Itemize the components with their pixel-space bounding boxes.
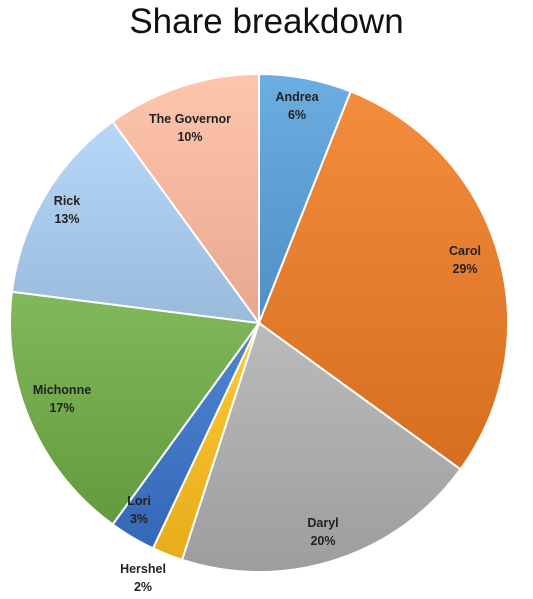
slice-percent-the-governor: 10% (177, 130, 202, 144)
slice-label-lori: Lori (127, 494, 151, 508)
slice-percent-carol: 29% (452, 262, 477, 276)
pie-slice-michonne (9, 290, 261, 526)
pie-slice-carol (257, 90, 509, 471)
slice-label-hershel: Hershel (120, 562, 166, 576)
pie-slice-the-governor (111, 72, 260, 327)
slice-percent-lori: 3% (130, 512, 148, 526)
slice-label-daryl: Daryl (307, 516, 338, 530)
chart-title: Share breakdown (129, 2, 404, 41)
slice-label-michonne: Michonne (33, 383, 91, 397)
slice-percent-rick: 13% (54, 212, 79, 226)
pie-slices (9, 72, 509, 573)
pie-slice-rick (10, 120, 262, 325)
pie-labels: Andrea 6% Carol 29% Daryl 20% Hershel 2% Lori 3% M… (33, 90, 481, 594)
pie-slice-daryl (180, 321, 462, 573)
slice-percent-andrea: 6% (288, 108, 306, 122)
slice-label-the-governor: The Governor (149, 112, 231, 126)
slice-percent-daryl: 20% (310, 534, 335, 548)
slice-label-rick: Rick (54, 194, 80, 208)
slice-percent-hershel: 2% (134, 580, 152, 594)
slice-percent-michonne: 17% (49, 401, 74, 415)
slice-label-andrea: Andrea (275, 90, 319, 104)
slice-label-carol: Carol (449, 244, 481, 258)
